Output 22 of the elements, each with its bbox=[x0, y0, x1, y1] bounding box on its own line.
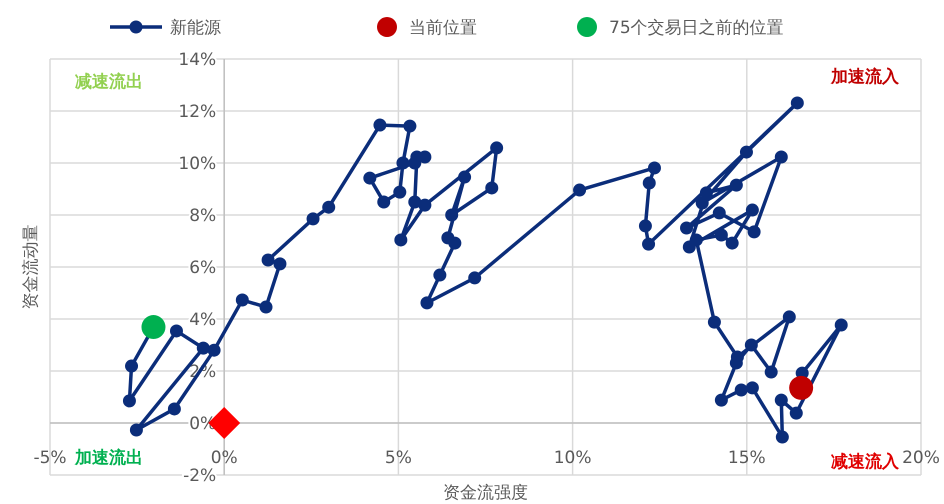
y-tick-label: -2% bbox=[183, 466, 216, 486]
annotation: 减速流出 bbox=[75, 72, 143, 92]
x-tick-label: 0% bbox=[210, 448, 238, 468]
y-tick-label: 6% bbox=[189, 258, 216, 278]
x-axis-title: 资金流强度 bbox=[443, 483, 528, 503]
annotation: 加速流出 bbox=[74, 448, 143, 468]
y-tick-label: 8% bbox=[189, 206, 216, 226]
annotation: 减速流入 bbox=[831, 452, 900, 472]
y-tick-label: 14% bbox=[178, 50, 216, 70]
x-tick-label: 15% bbox=[728, 448, 766, 468]
legend-label: 新能源 bbox=[170, 18, 221, 38]
x-tick-label: 10% bbox=[554, 448, 592, 468]
y-tick-label: 10% bbox=[178, 154, 216, 174]
x-tick-label: 20% bbox=[902, 448, 940, 468]
y-axis-title: 资金流动量 bbox=[21, 224, 41, 310]
y-tick-label: 12% bbox=[178, 102, 216, 122]
x-tick-label: 5% bbox=[384, 448, 412, 468]
annotation: 加速流入 bbox=[830, 67, 900, 87]
x-tick-label: -5% bbox=[33, 448, 67, 468]
legend-label: 75个交易日之前的位置 bbox=[609, 18, 784, 38]
y-tick-label: 4% bbox=[189, 310, 216, 330]
legend-label: 当前位置 bbox=[409, 18, 477, 38]
